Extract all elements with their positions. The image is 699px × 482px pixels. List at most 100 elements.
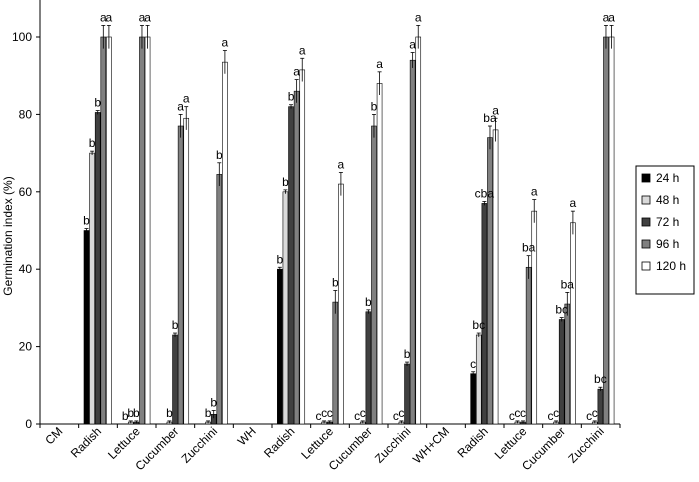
significance-letter: a — [531, 185, 538, 199]
significance-letter: b — [205, 406, 212, 420]
significance-letter: a — [570, 196, 577, 210]
bar — [277, 268, 283, 425]
bar — [365, 311, 372, 425]
category-label: Zucchini — [179, 424, 220, 465]
bar — [376, 83, 383, 425]
category-label: Radish — [68, 424, 104, 460]
significance-letter: a — [603, 10, 610, 24]
significance-letter: b — [127, 406, 134, 420]
category-label: WH+CM — [410, 424, 452, 466]
bar — [409, 59, 416, 425]
significance-letter: c — [360, 406, 366, 420]
legend-swatch — [641, 173, 651, 183]
significance-letter: ba — [522, 241, 536, 255]
y-axis: 0 20 40 60 80 100 — [12, 0, 41, 431]
legend-label: 72 h — [656, 215, 679, 229]
bar — [100, 36, 107, 425]
bar — [183, 117, 190, 425]
bar — [475, 334, 482, 425]
bar — [144, 36, 151, 425]
significance-letter: b — [133, 406, 140, 420]
significance-letter: c — [586, 409, 592, 423]
bar — [470, 373, 476, 425]
bar — [106, 36, 112, 425]
significance-letter: b — [365, 295, 372, 309]
legend-label: 96 h — [656, 237, 679, 251]
bar — [481, 203, 488, 425]
significance-letter: b — [288, 90, 295, 104]
significance-letter: b — [210, 395, 217, 409]
significance-letter: b — [172, 318, 179, 332]
significance-letter: c — [393, 409, 399, 423]
bar — [222, 61, 228, 425]
bar — [293, 90, 300, 425]
significance-letter: a — [299, 43, 306, 57]
y-axis-title: Germination index (%) — [1, 176, 15, 295]
significance-letter: b — [276, 252, 283, 266]
significance-letter: c — [548, 409, 554, 423]
y-tick-label: 0 — [25, 417, 32, 431]
bar — [216, 174, 223, 425]
category-label: Lettuce — [492, 424, 530, 462]
bar — [83, 230, 90, 425]
significance-letter: bc — [472, 318, 485, 332]
significance-letter: b — [371, 99, 378, 113]
bar — [525, 266, 532, 425]
bar — [332, 301, 339, 425]
significance-letter: c — [514, 406, 520, 420]
significance-letter: c — [321, 406, 327, 420]
significance-letter: b — [94, 96, 101, 110]
category-label: Radish — [454, 424, 490, 460]
y-tick-label: 80 — [19, 107, 33, 121]
bar — [282, 191, 289, 425]
significance-letter: b — [282, 175, 289, 189]
category-label: Lettuce — [105, 424, 143, 462]
significance-letter: a — [608, 10, 615, 24]
significance-letter: a — [222, 36, 229, 50]
bar — [597, 388, 604, 425]
bar — [603, 36, 609, 425]
bars — [83, 24, 615, 425]
significance-letter: b — [216, 148, 223, 162]
category-label: Lettuce — [298, 424, 336, 462]
significance-letter: b — [83, 214, 90, 228]
significance-letter: b — [89, 136, 96, 150]
y-tick-label: 40 — [19, 262, 33, 276]
significance-letter: b — [166, 406, 173, 420]
bar — [89, 152, 95, 425]
significance-letter: ba — [483, 111, 497, 125]
category-label: Zucchini — [372, 424, 413, 465]
legend: 24 h 48 h 72 h 96 h 120 h — [635, 165, 695, 295]
significance-letter: a — [338, 157, 345, 171]
significance-letter: c — [553, 406, 559, 420]
y-tick-label: 20 — [19, 340, 33, 354]
bar — [371, 125, 377, 425]
bar — [558, 319, 565, 425]
y-tick-label: 100 — [12, 30, 32, 44]
bar — [404, 363, 410, 425]
legend-swatch — [641, 261, 651, 271]
bar — [288, 106, 294, 425]
significance-letter: a — [100, 10, 107, 24]
significance-letter: bc — [594, 372, 607, 386]
significance-letter: c — [398, 406, 404, 420]
significance-letter: a — [139, 10, 146, 24]
significance-letter: c — [592, 406, 598, 420]
significance-letter: ba — [561, 277, 575, 291]
bar — [487, 137, 493, 425]
significance-letter: b — [122, 409, 129, 423]
legend-swatch — [641, 195, 651, 205]
significance-letter: a — [409, 37, 416, 51]
legend-label: 48 h — [656, 193, 679, 207]
significance-letter: b — [332, 275, 339, 289]
significance-letter: a — [415, 10, 422, 24]
significance-letter: a — [106, 10, 113, 24]
significance-letter: a — [376, 57, 383, 71]
bar — [492, 129, 499, 425]
category-label: Zucchini — [565, 424, 606, 465]
legend-swatch — [641, 217, 651, 227]
legend-label: 24 h — [656, 171, 679, 185]
